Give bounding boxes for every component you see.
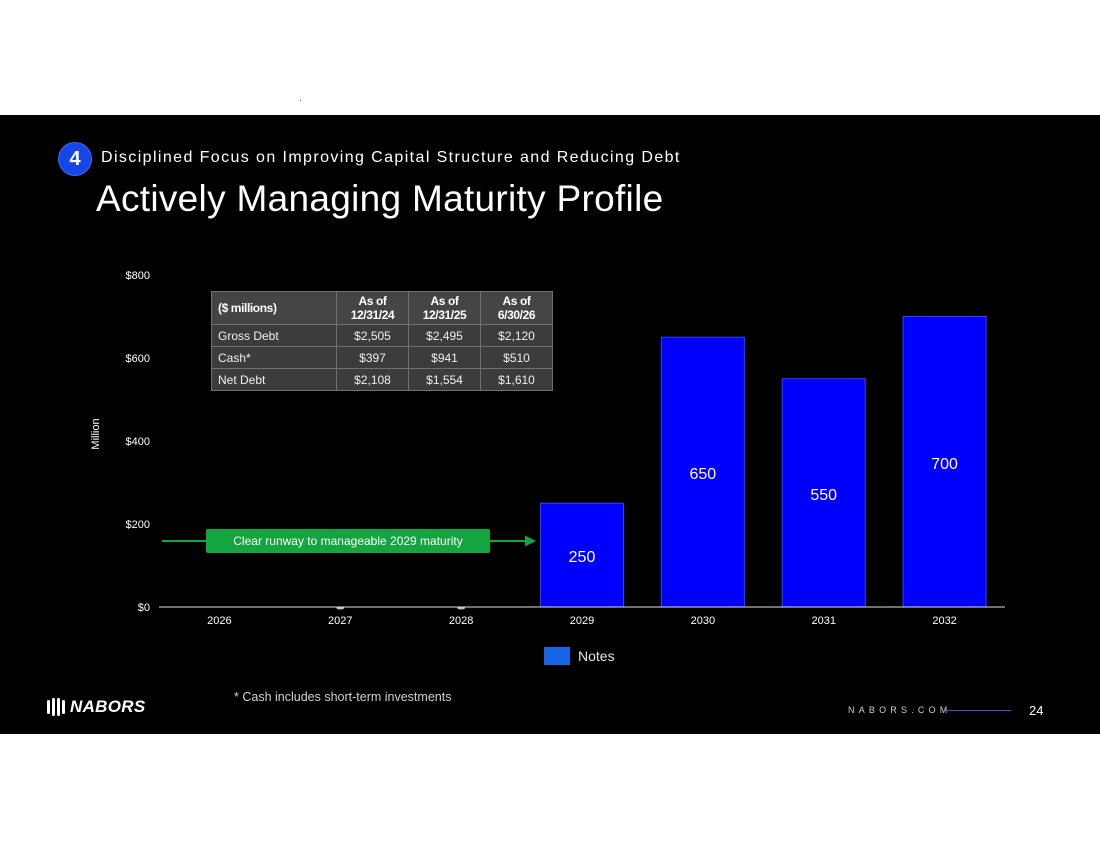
table-cell: $2,120 xyxy=(480,324,553,347)
runway-callout: Clear runway to manageable 2029 maturity xyxy=(206,529,490,553)
footnote: * Cash includes short-term investments xyxy=(234,690,452,704)
table-header-cell: As of 6/30/26 xyxy=(480,291,553,325)
table-cell: $2,505 xyxy=(336,324,409,347)
section-kicker: Disciplined Focus on Improving Capital S… xyxy=(101,149,681,166)
footer-rule xyxy=(945,710,1011,711)
y-tick-label: $600 xyxy=(126,353,150,365)
table-cell: $510 xyxy=(480,346,553,369)
y-tick-label: $0 xyxy=(138,602,150,614)
x-tick-label: 2031 xyxy=(811,615,835,627)
bar xyxy=(902,316,987,608)
section-number-badge: 4 xyxy=(59,143,91,175)
table-header-cell: ($ millions) xyxy=(211,291,337,325)
table-row: Cash* $397 $941 $510 xyxy=(211,346,553,369)
table-cell: $2,108 xyxy=(336,368,409,391)
table-cell: $941 xyxy=(408,346,481,369)
website-url: NABORS.COM xyxy=(848,705,952,715)
table-row: Gross Debt $2,505 $2,495 $2,120 xyxy=(211,324,553,347)
x-tick-label: 2032 xyxy=(932,615,956,627)
x-tick-label: 2029 xyxy=(570,615,594,627)
legend-label-notes: Notes xyxy=(578,648,615,664)
bar-data-label: 700 xyxy=(931,456,958,473)
table-cell: $1,554 xyxy=(408,368,481,391)
y-axis-label: Million xyxy=(90,418,102,449)
table-cell: Gross Debt xyxy=(211,324,337,347)
slide-title: Actively Managing Maturity Profile xyxy=(96,178,664,219)
table-cell: $397 xyxy=(336,346,409,369)
page-number: 24 xyxy=(1029,703,1044,718)
x-tick-label: 2026 xyxy=(207,615,231,627)
table-cell: $1,610 xyxy=(480,368,553,391)
table-cell: Cash* xyxy=(211,346,337,369)
debt-summary-table: ($ millions) As of 12/31/24 As of 12/31/25… xyxy=(211,291,553,391)
bar xyxy=(781,378,866,608)
table-header-cell: As of 12/31/24 xyxy=(336,291,409,325)
y-tick-label: $800 xyxy=(126,270,150,282)
x-tick-label: 2030 xyxy=(691,615,715,627)
bar-data-label: 550 xyxy=(810,487,837,504)
bar-data-label: 650 xyxy=(690,466,717,483)
y-tick-label: $200 xyxy=(126,519,150,531)
legend-swatch-notes xyxy=(544,647,570,665)
x-tick-label: 2027 xyxy=(328,615,352,627)
table-header-row: ($ millions) As of 12/31/24 As of 12/31/25… xyxy=(211,291,553,325)
bar xyxy=(540,502,624,608)
table-row: Net Debt $2,108 $1,554 $1,610 xyxy=(211,368,553,391)
table-cell: Net Debt xyxy=(211,368,337,391)
table-cell: $2,495 xyxy=(408,324,481,347)
bar xyxy=(660,336,745,608)
y-tick-label: $400 xyxy=(126,436,150,448)
table-header-cell: As of 12/31/25 xyxy=(408,291,481,325)
nabors-logo-mark-icon xyxy=(47,698,65,716)
x-tick-label: 2028 xyxy=(449,615,473,627)
bar-data-label: 250 xyxy=(569,549,596,566)
callout-arrowhead-icon xyxy=(525,535,536,547)
nabors-logo-wordmark: NABORS xyxy=(70,697,146,716)
stray-dot xyxy=(300,100,301,101)
